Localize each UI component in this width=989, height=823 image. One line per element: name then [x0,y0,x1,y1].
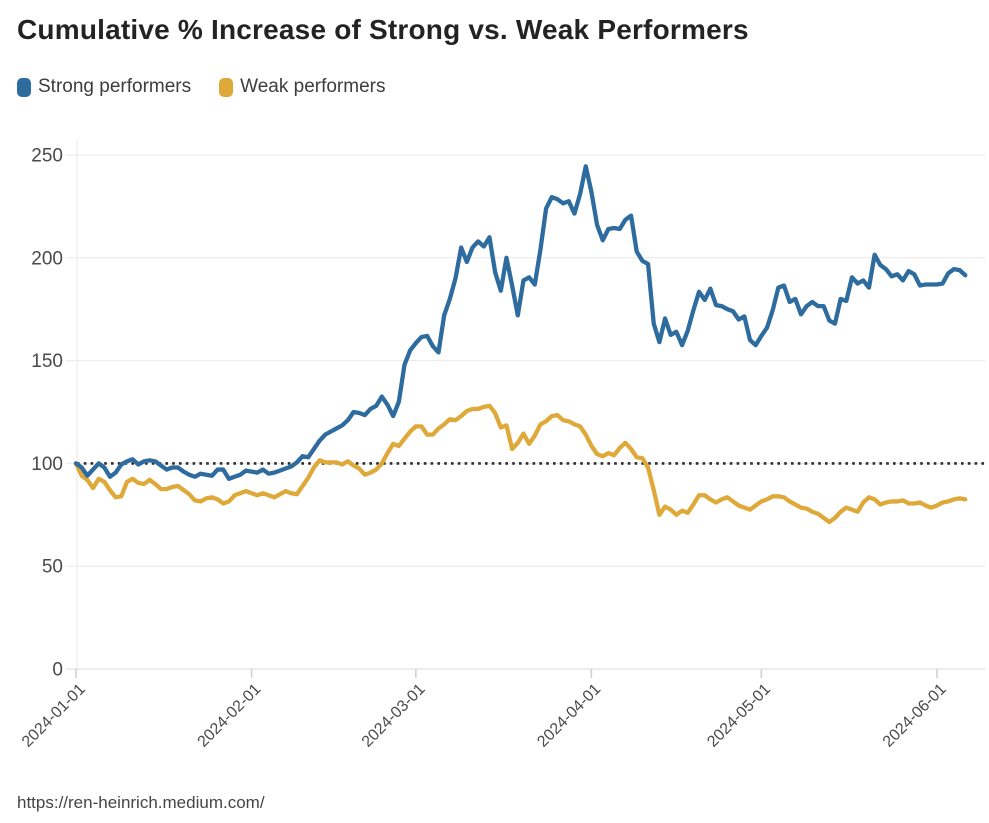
legend-label-weak-performers: Weak performers [240,76,386,97]
chart-legend: Strong performers Weak performers [17,76,385,98]
y-axis-labels: 0 50 100 150 200 250 [31,146,63,681]
x-tick-label-2024-01-01: 2024-01-01 [19,681,89,751]
legend-swatch-weak-performers [219,77,234,97]
x-axis-labels: 2024-01-01 2024-02-01 2024-03-01 2024-04-01… [19,681,950,751]
legend-label-strong-performers: Strong performers [38,76,192,97]
series-line-strong-performers [73,164,968,481]
legend-item-strong-performers: Strong performers [17,76,191,98]
x-tick-label-2024-04-01: 2024-04-01 [534,681,604,751]
y-tick-label-0: 0 [52,660,63,681]
series-line-weak-performers [73,403,968,525]
y-gridlines [66,154,985,670]
y-tick-label-150: 150 [31,351,63,372]
y-tick-label-250: 250 [31,146,63,167]
x-tick-label-2024-06-01: 2024-06-01 [880,681,950,751]
y-tick-label-200: 200 [31,248,63,269]
y-tick-label-50: 50 [42,557,63,578]
legend-swatch-strong-performers [17,77,31,97]
x-tick-label-2024-02-01: 2024-02-01 [195,681,265,751]
source-url: https://ren-heinrich.medium.com/ [17,793,265,812]
chart-title: Cumulative % Increase of Strong vs. Weak… [17,14,749,45]
legend-item-weak-performers: Weak performers [219,76,385,98]
x-axis-ticks [75,669,938,678]
y-tick-label-100: 100 [31,454,63,475]
x-tick-label-2024-05-01: 2024-05-01 [704,681,774,751]
x-tick-label-2024-03-01: 2024-03-01 [359,681,429,751]
